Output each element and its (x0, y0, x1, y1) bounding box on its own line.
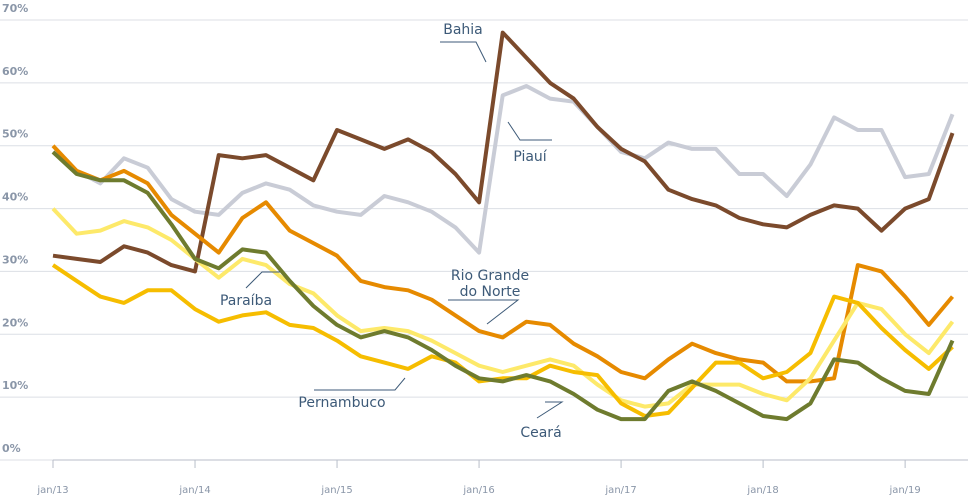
series-label: Ceará (520, 425, 562, 441)
leader-line (245, 271, 280, 289)
leader-line (448, 299, 520, 325)
y-tick-label: 60% (2, 65, 28, 78)
y-tick-label: 30% (2, 253, 28, 266)
series-line (51, 263, 954, 418)
series-label: Paraíba (219, 293, 273, 309)
series-line (52, 30, 955, 274)
series-line (51, 84, 955, 255)
y-tick-label: 20% (2, 316, 28, 329)
y-tick-label: 0% (2, 442, 21, 455)
leader-line (536, 401, 564, 419)
x-tick-label: jan/14 (178, 485, 210, 496)
y-tick-label: 50% (2, 128, 28, 141)
x-tick-label: jan/17 (604, 485, 636, 496)
series-line (51, 144, 955, 384)
x-tick-label: jan/18 (746, 485, 778, 496)
x-tick-label: jan/15 (320, 485, 352, 496)
label-leaders (245, 41, 564, 419)
leader-line (314, 377, 406, 391)
series-label: Bahia (443, 22, 483, 38)
y-tick-label: 10% (2, 379, 28, 392)
x-tick-label: jan/13 (36, 485, 68, 496)
x-tick-label: jan/19 (888, 485, 920, 496)
series-line (51, 150, 955, 422)
leader-line (440, 41, 487, 63)
x-tick-label: jan/16 (462, 485, 494, 496)
series-label: Pernambuco (298, 395, 386, 411)
y-tick-label: 40% (2, 191, 28, 204)
series-label: Piauí (513, 149, 547, 165)
y-tick-label: 70% (2, 2, 28, 15)
leader-line (507, 121, 552, 141)
series-label: Rio Grande do Norte (450, 268, 530, 300)
series-line (51, 207, 955, 409)
